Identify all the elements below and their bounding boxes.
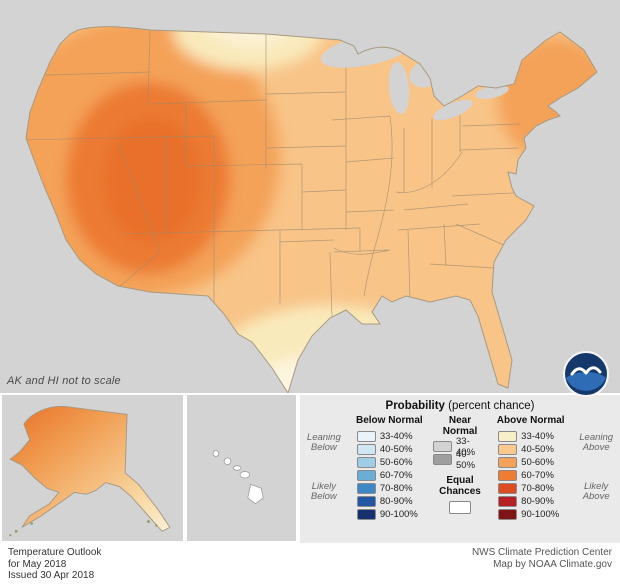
legend-row: 90-100%: [487, 508, 574, 521]
hawaii-map: [212, 450, 264, 505]
likely-above-label: Likely Above: [582, 480, 610, 502]
us-outline: [25, 26, 598, 395]
alaska-shape: [9, 405, 171, 532]
aleutian-islands: [9, 522, 34, 537]
legend-row: 70-80%: [487, 482, 574, 495]
below-swatch: [356, 443, 376, 455]
legend-row: 40-50%: [487, 443, 574, 456]
legend-row: 60-70%: [487, 469, 574, 482]
legend-row: 40-50%: [433, 449, 487, 471]
legend-row: 33-40%: [487, 430, 574, 443]
noaa-logo: [563, 351, 609, 397]
below-swatch: [356, 456, 376, 468]
legend-row: 40-50%: [346, 443, 433, 456]
near-normal-header: Near Normal: [442, 415, 478, 437]
legend-title: Probability (percent chance): [385, 400, 535, 412]
above-side-labels: Leaning Above Likely Above: [574, 416, 618, 523]
above-swatch: [498, 456, 518, 468]
below-swatch: [356, 508, 376, 520]
leaning-above-label: Leaning Above: [579, 431, 614, 453]
legend-row: 70-80%: [346, 482, 433, 495]
below-swatch: [356, 469, 376, 481]
near-swatch: [433, 454, 452, 465]
above-swatch: [498, 430, 518, 442]
near-normal-column: Near Normal 33-40% 40-50% Equal Chances: [433, 415, 487, 523]
hawaii-inset: [185, 393, 298, 543]
below-swatch: [356, 482, 376, 494]
legend-row: 60-70%: [346, 469, 433, 482]
legend-row: 33-40%: [346, 430, 433, 443]
below-side-labels: Leaning Below Likely Below: [302, 416, 346, 523]
footer-credit-line: NWS Climate Prediction Center: [471, 547, 612, 558]
hawaii-islands: [212, 450, 264, 505]
below-swatch: [356, 495, 376, 507]
legend-row: 50-60%: [346, 456, 433, 469]
footer-title-line: Temperature Outlook: [8, 547, 102, 558]
legend-row: 33-40%: [433, 436, 487, 458]
legend-row: 50-60%: [487, 456, 574, 469]
above-swatch: [498, 469, 518, 481]
conus-map: [25, 26, 598, 395]
footer-title-line: Issued 30 Apr 2018: [8, 570, 95, 581]
footer-credit-line: Map by NOAA Climate.gov: [493, 558, 612, 570]
legend-row: 90-100%: [346, 508, 433, 521]
panhandle-islands: [147, 520, 158, 527]
seagull-icon: [570, 366, 602, 376]
below-swatch: [356, 430, 376, 442]
leaning-below-label: Leaning Below: [306, 431, 341, 453]
footer-title-line: for May 2018: [8, 558, 67, 570]
above-normal-header: Above Normal: [496, 415, 565, 426]
alaska-inset: [0, 393, 185, 543]
below-normal-column: Below Normal 33-40% 40-50% 50-60% 60-70%…: [346, 415, 433, 523]
footer-credit-block: NWS Climate Prediction Center Map by NOA…: [472, 547, 612, 570]
equal-chances-swatch: [449, 501, 471, 514]
above-swatch: [498, 482, 518, 494]
legend-panel: Probability (percent chance) Leaning Bel…: [298, 393, 620, 543]
footer-title-block: Temperature Outlook for May 2018 Issued …: [8, 547, 101, 582]
noaa-logo-lower-sphere: [566, 372, 606, 391]
above-normal-column: Above Normal 33-40% 40-50% 50-60% 60-70%…: [487, 415, 574, 523]
legend-row: 80-90%: [346, 495, 433, 508]
likely-below-label: Likely Below: [310, 480, 337, 502]
near-swatch: [433, 441, 452, 452]
legend-row: 80-90%: [487, 495, 574, 508]
above-swatch: [498, 495, 518, 507]
equal-chances-label: Equal Chances: [439, 475, 481, 497]
above-swatch: [498, 508, 518, 520]
footer: Temperature Outlook for May 2018 Issued …: [0, 543, 620, 585]
below-normal-header: Below Normal: [355, 415, 423, 426]
above-swatch: [498, 443, 518, 455]
not-to-scale-note: AK and HI not to scale: [7, 375, 121, 387]
state-borders: [26, 29, 533, 319]
alaska-map: [9, 405, 171, 537]
